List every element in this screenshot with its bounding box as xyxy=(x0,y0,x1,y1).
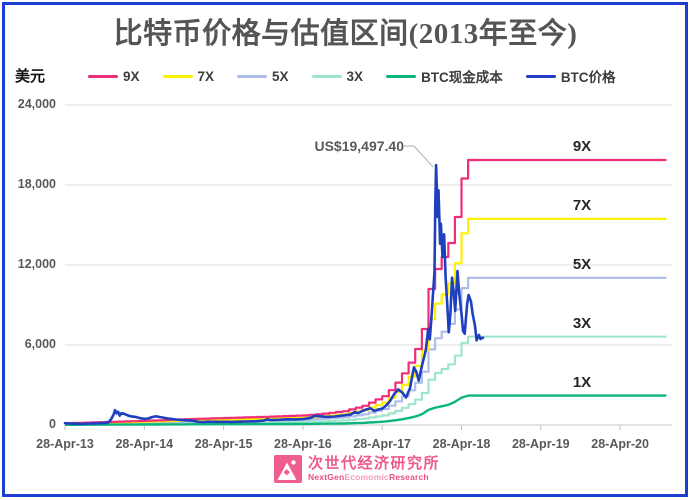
legend-item-1: 9X xyxy=(88,69,140,84)
brand-footer: 次世代经济研究所 NextGenEcomomicResearch xyxy=(274,455,440,483)
legend-swatch-icon xyxy=(237,74,268,78)
y-axis-unit-label: 美元 xyxy=(15,68,46,85)
brand-en-segment: Research xyxy=(388,472,429,483)
legend-label: 3X xyxy=(346,68,364,84)
legend-label: BTC价格 xyxy=(560,70,616,85)
annotation-leader-line xyxy=(404,145,434,168)
peak-price-annotation: US$19,497.40 xyxy=(314,138,404,154)
legend-swatch-icon xyxy=(311,74,342,78)
band-line-9x xyxy=(65,158,667,425)
legend-item-6: BTC价格 xyxy=(525,66,616,86)
legend: 9X 7X 5X 3X BTC现金成本 BTC价格 xyxy=(88,66,616,86)
legend-swatch-icon xyxy=(386,74,417,78)
y-tick-label-12000: 12,000 xyxy=(17,257,56,271)
brand-name-cn: 次世代经济研究所 xyxy=(308,455,441,473)
x-tick-label-28-Apr-13: 28-Apr-13 xyxy=(36,437,94,451)
x-tick-label-28-Apr-15: 28-Apr-15 xyxy=(194,437,253,451)
x-tick-label-28-Apr-16: 28-Apr-16 xyxy=(274,437,332,451)
band-label-1x: 1X xyxy=(572,373,592,391)
legend-item-5: BTC现金成本 xyxy=(386,66,503,86)
btc-cash-cost-line xyxy=(65,394,667,426)
band-label-3x: 3X xyxy=(572,314,592,332)
x-tick-label-28-Apr-20: 28-Apr-20 xyxy=(591,437,649,451)
band-label-9x: 9X xyxy=(572,138,592,156)
brand-en-segment: NextGen xyxy=(308,472,345,483)
y-tick-label-18000: 18,000 xyxy=(17,177,56,191)
brand-en-segment: Ecomomic xyxy=(344,472,389,483)
x-tick-label-28-Apr-18: 28-Apr-18 xyxy=(432,437,491,451)
legend-item-3: 5X xyxy=(237,69,289,84)
legend-item-2: 7X xyxy=(162,68,215,84)
chart-title: 比特币价格与估值区间(2013年至今) xyxy=(113,18,578,50)
brand-text: 次世代经济研究所 NextGenEcomomicResearch xyxy=(308,456,440,482)
band-line-5x xyxy=(65,276,667,426)
x-tick-label-28-Apr-14: 28-Apr-14 xyxy=(115,437,174,451)
y-tick-label-0: 0 xyxy=(49,417,56,431)
legend-label: 7X xyxy=(197,68,215,84)
band-label-7x: 7X xyxy=(572,196,592,214)
legend-swatch-icon xyxy=(525,74,556,78)
legend-label: 5X xyxy=(272,68,289,84)
x-tick-label-28-Apr-17: 28-Apr-17 xyxy=(353,437,412,451)
legend-item-4: 3X xyxy=(311,68,364,84)
brand-logo-icon xyxy=(274,455,302,483)
y-tick-label-24000: 24,000 xyxy=(17,97,56,111)
legend-swatch-icon xyxy=(88,74,118,78)
x-tick-label-28-Apr-19: 28-Apr-19 xyxy=(511,437,570,451)
legend-label: 9X xyxy=(123,68,140,84)
band-label-5x: 5X xyxy=(572,255,592,273)
legend-swatch-icon xyxy=(162,74,193,78)
legend-label: BTC现金成本 xyxy=(421,70,503,85)
brand-name-en: NextGenEcomomicResearch xyxy=(308,473,440,482)
y-tick-label-6000: 6,000 xyxy=(24,337,56,351)
btc-price-line xyxy=(63,163,485,426)
